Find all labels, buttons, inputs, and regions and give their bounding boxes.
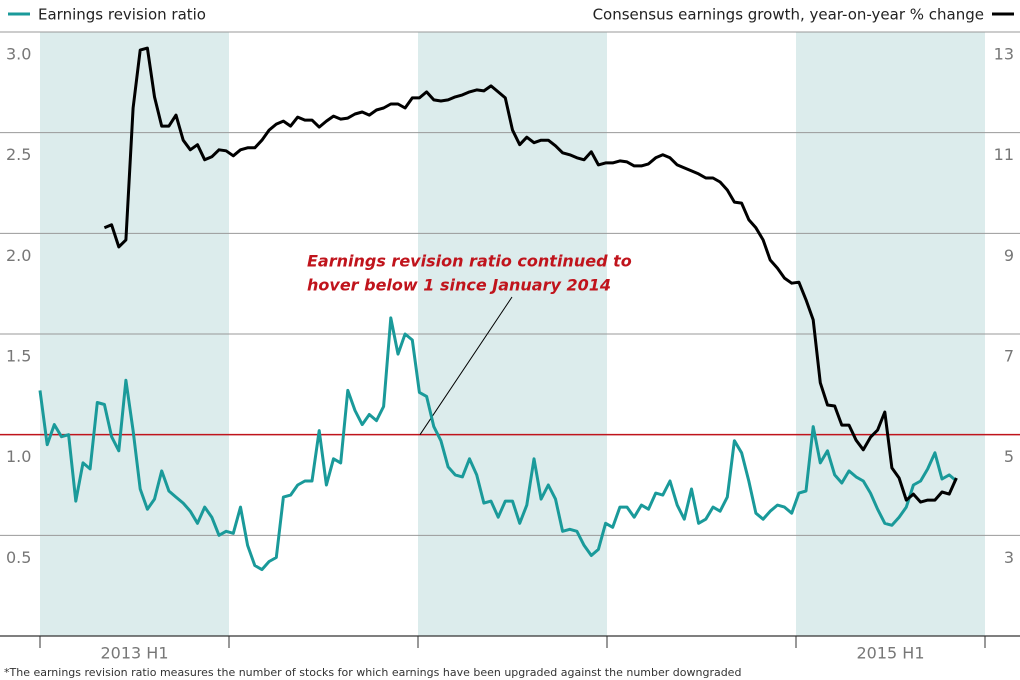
y-tick-label: 0.5	[6, 548, 31, 567]
y-tick-label: 1.0	[6, 447, 31, 466]
series-line	[103, 46, 958, 504]
y2-tick-label: 3	[1004, 548, 1014, 567]
legend-label: Earnings revision ratio	[38, 6, 206, 24]
legend-label: Consensus earnings growth, year-on-year …	[593, 6, 984, 24]
annotation-pointer	[419, 296, 513, 435]
y-tick-label: 2.5	[6, 145, 31, 164]
y-tick-label: 1.5	[6, 347, 31, 366]
series-line	[38, 316, 958, 572]
annotation: hover below 1 since January 2014	[307, 276, 611, 295]
y-tick-label: 2.0	[6, 246, 31, 265]
footnote: *The earnings revision ratio measures th…	[4, 666, 741, 679]
x-tick-label: 2013 H1	[100, 644, 168, 663]
y2-tick-label: 13	[994, 45, 1014, 64]
y2-tick-label: 11	[994, 145, 1014, 164]
y2-tick-label: 9	[1004, 246, 1014, 265]
y2-tick-label: 7	[1004, 347, 1014, 366]
y-tick-label: 3.0	[6, 45, 31, 64]
x-tick-label: 2015 H1	[856, 644, 924, 663]
annotation: Earnings revision ratio continued to	[307, 252, 632, 271]
y2-tick-label: 5	[1004, 447, 1014, 466]
